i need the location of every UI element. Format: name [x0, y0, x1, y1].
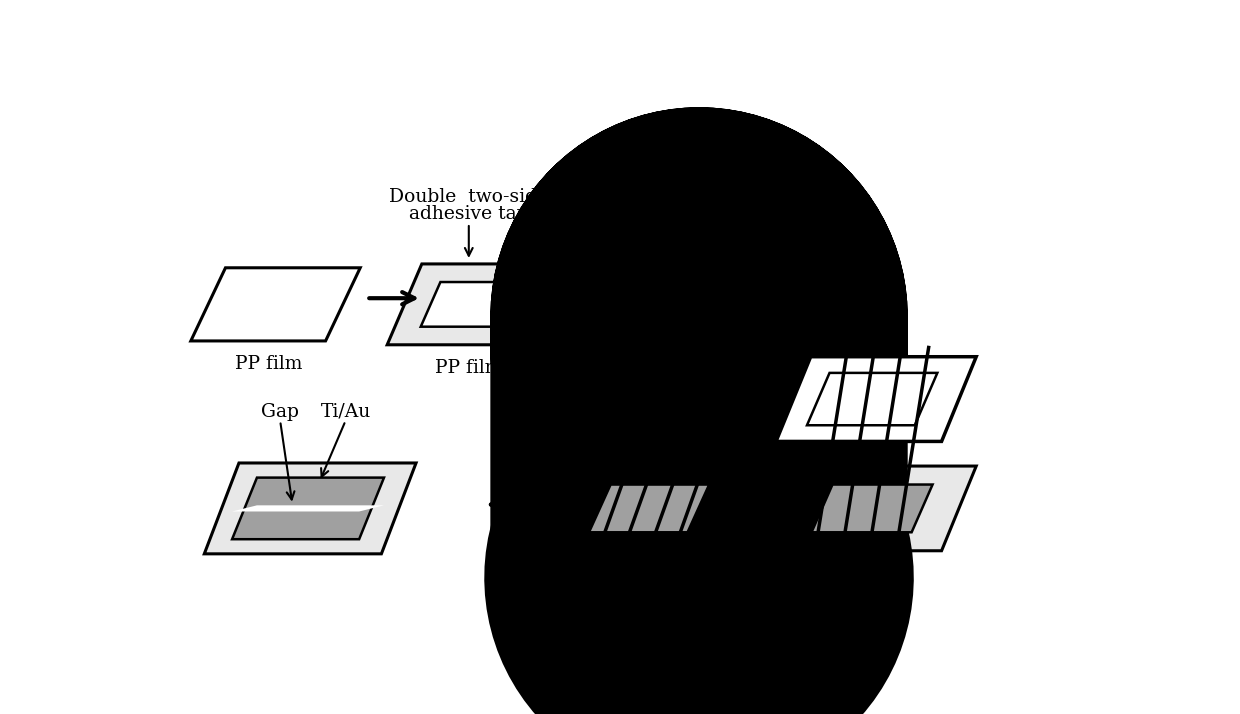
Text: Ti/Au: Ti/Au — [320, 403, 371, 421]
Polygon shape — [420, 282, 521, 327]
Text: adhesive tap: adhesive tap — [409, 205, 528, 223]
Polygon shape — [811, 485, 932, 532]
Polygon shape — [631, 279, 744, 330]
Text: PP film: PP film — [435, 358, 502, 377]
Polygon shape — [807, 373, 937, 426]
Polygon shape — [589, 485, 709, 532]
Polygon shape — [596, 260, 786, 348]
Text: Gap: Gap — [262, 403, 299, 421]
Polygon shape — [776, 357, 976, 441]
Polygon shape — [205, 463, 417, 554]
Polygon shape — [232, 506, 384, 511]
Text: PP film: PP film — [234, 355, 303, 373]
Polygon shape — [776, 466, 976, 550]
Polygon shape — [232, 478, 384, 539]
Polygon shape — [557, 467, 749, 550]
Text: SnS₂  microspheres: SnS₂ microspheres — [641, 184, 826, 202]
Text: Hollow mask: Hollow mask — [646, 378, 769, 396]
Polygon shape — [191, 268, 361, 341]
Polygon shape — [387, 264, 564, 345]
Text: Double  two-side: Double two-side — [389, 188, 548, 206]
Text: film on the tap: film on the tap — [665, 201, 804, 219]
